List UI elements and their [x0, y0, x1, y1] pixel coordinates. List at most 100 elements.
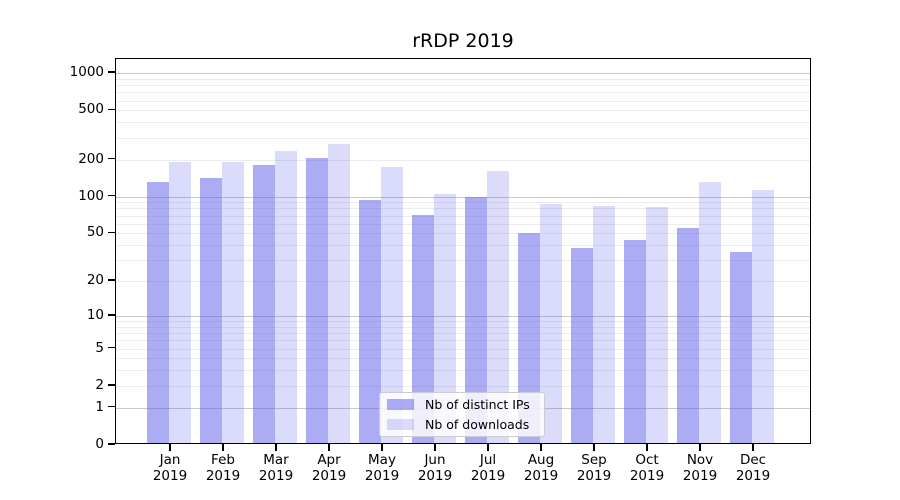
bar-ips-Oct	[624, 239, 647, 443]
gridline-minor-400	[116, 122, 810, 124]
gridline-minor-500	[116, 110, 810, 112]
y-tick-label-5: 5	[95, 339, 104, 356]
bar-ips-Apr	[306, 157, 329, 443]
x-tick-year-Nov: 2019	[682, 468, 718, 484]
x-tick-label-Dec: Dec 2019	[723, 452, 783, 484]
legend-swatch-downloads	[387, 419, 414, 430]
y-tick-label-10: 10	[86, 306, 104, 323]
y-tick-label-50: 50	[86, 224, 104, 241]
gridline-minor-200	[116, 159, 810, 161]
gridline-minor-300	[116, 137, 810, 139]
x-tick-month-Apr: Apr	[317, 452, 341, 468]
gridline-minor-7	[116, 333, 810, 335]
x-tick-year-Jan: 2019	[152, 468, 188, 484]
gridline-minor-800	[116, 85, 810, 87]
x-tick-label-Jul: Jul 2019	[458, 452, 518, 484]
legend: Nb of distinct IPs Nb of downloads	[379, 392, 545, 437]
gridline-minor-2	[116, 385, 810, 387]
x-tick-month-Jun: Jun	[424, 452, 446, 468]
x-tick-year-Aug: 2019	[523, 468, 559, 484]
gridline-minor-80	[116, 208, 810, 210]
gridline-minor-30	[116, 260, 810, 262]
x-tick-year-Dec: 2019	[735, 468, 771, 484]
x-tick-month-Mar: Mar	[263, 452, 289, 468]
y-tick-mark-200	[108, 157, 115, 160]
x-tick-label-Oct: Oct 2019	[617, 452, 677, 484]
bar-downloads-Aug	[540, 204, 563, 443]
y-tick-label-2: 2	[95, 376, 104, 393]
x-tick-mark-Aug	[540, 444, 542, 451]
x-tick-mark-Feb	[222, 444, 224, 451]
x-tick-label-May: May 2019	[352, 452, 412, 484]
y-tick-mark-1	[108, 405, 115, 408]
x-tick-mark-Nov	[699, 444, 701, 451]
y-tick-mark-1000	[108, 71, 115, 73]
chart-title: rRDP 2019	[412, 30, 514, 52]
y-tick-label-20: 20	[86, 272, 104, 289]
gridline-minor-9	[116, 321, 810, 323]
x-tick-mark-Oct	[646, 444, 648, 451]
legend-item-downloads: Nb of downloads	[387, 417, 536, 432]
x-tick-year-Feb: 2019	[205, 468, 241, 484]
gridline-minor-60	[116, 223, 810, 225]
y-tick-mark-50	[108, 231, 115, 234]
bar-downloads-Jun	[434, 194, 457, 443]
x-tick-label-Nov: Nov 2019	[670, 452, 730, 484]
y-tick-mark-20	[108, 279, 115, 281]
bar-downloads-Oct	[646, 206, 669, 443]
x-tick-mark-Jul	[487, 444, 489, 451]
y-tick-label-500: 500	[78, 101, 104, 118]
x-tick-mark-Dec	[752, 444, 754, 451]
bar-ips-Nov	[677, 228, 700, 443]
bar-downloads-Jan	[169, 162, 192, 443]
gridline-minor-600	[116, 100, 810, 102]
x-tick-year-Jul: 2019	[470, 468, 506, 484]
legend-label-distinct-ips: Nb of distinct IPs	[425, 397, 530, 412]
bar-downloads-Dec	[752, 189, 775, 443]
plot-area	[115, 58, 811, 444]
bar-downloads-Mar	[275, 150, 298, 443]
gridline-minor-8	[116, 326, 810, 328]
x-tick-month-Sep: Sep	[581, 452, 607, 468]
y-tick-label-200: 200	[78, 150, 104, 167]
gridline-minor-20	[116, 281, 810, 283]
y-tick-mark-10	[108, 314, 115, 316]
x-tick-month-Aug: Aug	[527, 452, 555, 468]
x-tick-mark-Mar	[275, 444, 277, 451]
x-tick-month-Oct: Oct	[635, 452, 659, 468]
x-tick-mark-Jan	[169, 444, 171, 451]
x-tick-label-Aug: Aug 2019	[511, 452, 571, 484]
y-tick-mark-100	[108, 194, 115, 197]
bar-downloads-May	[381, 167, 404, 443]
gridline-major-10	[116, 315, 810, 317]
y-tick-label-1: 1	[95, 398, 104, 415]
gridline-minor-90	[116, 202, 810, 204]
x-tick-year-Apr: 2019	[311, 468, 347, 484]
bar-ips-Feb	[200, 177, 223, 443]
x-tick-year-Jun: 2019	[417, 468, 453, 484]
gridline-minor-4	[116, 358, 810, 360]
bar-downloads-Jul	[487, 171, 510, 443]
x-tick-month-Dec: Dec	[739, 452, 767, 468]
y-tick-mark-0	[108, 443, 115, 445]
legend-label-downloads: Nb of downloads	[425, 417, 530, 432]
bar-downloads-Sep	[593, 206, 616, 443]
bar-downloads-Nov	[699, 181, 722, 443]
bar-ips-Dec	[730, 251, 753, 443]
gridline-minor-6	[116, 340, 810, 342]
x-tick-year-Oct: 2019	[629, 468, 665, 484]
x-tick-label-Jan: Jan 2019	[140, 452, 200, 484]
bar-ips-Aug	[518, 233, 541, 443]
x-tick-month-Feb: Feb	[211, 452, 235, 468]
gridline-minor-40	[116, 245, 810, 247]
bar-ips-Mar	[253, 164, 276, 443]
x-tick-label-Sep: Sep 2019	[564, 452, 624, 484]
bar-ips-Jan	[147, 182, 170, 443]
bar-downloads-Apr	[328, 144, 351, 443]
x-tick-label-Mar: Mar 2019	[246, 452, 306, 484]
y-tick-label-100: 100	[78, 187, 104, 204]
x-tick-month-Jul: Jul	[479, 452, 497, 468]
x-tick-month-Nov: Nov	[686, 452, 714, 468]
gridline-minor-3	[116, 370, 810, 372]
